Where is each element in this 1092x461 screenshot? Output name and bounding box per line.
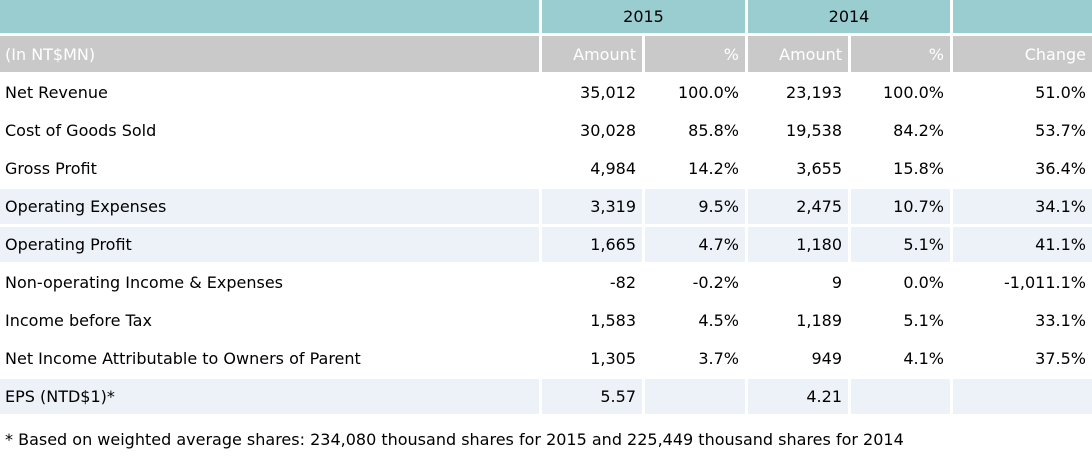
col-header-amount-2015: Amount xyxy=(542,36,645,75)
year-header-2015: 2015 xyxy=(542,0,748,36)
table-row-operating-profit: Operating Profit 1,665 4.7% 1,180 5.1% 4… xyxy=(0,227,1092,265)
cell-change: 34.1% xyxy=(953,189,1092,227)
row-label: Operating Profit xyxy=(0,227,542,265)
cell-pct-2015: 4.5% xyxy=(645,303,748,341)
row-label: EPS (NTD$1)* xyxy=(0,379,542,417)
cell-change: 37.5% xyxy=(953,341,1092,379)
table-row-operating-expenses: Operating Expenses 3,319 9.5% 2,475 10.7… xyxy=(0,189,1092,227)
row-label: Cost of Goods Sold xyxy=(0,113,542,151)
cell-pct-2014: 84.2% xyxy=(851,113,953,151)
row-label: Non-operating Income & Expenses xyxy=(0,265,542,303)
cell-amount-2014: 1,180 xyxy=(748,227,851,265)
cell-amount-2015: 5.57 xyxy=(542,379,645,417)
cell-pct-2015: 3.7% xyxy=(645,341,748,379)
row-label: Gross Profit xyxy=(0,151,542,189)
cell-change: 53.7% xyxy=(953,113,1092,151)
cell-pct-2014 xyxy=(851,379,953,417)
cell-change: -1,011.1% xyxy=(953,265,1092,303)
cell-pct-2015: 100.0% xyxy=(645,75,748,113)
cell-amount-2015: -82 xyxy=(542,265,645,303)
year-header-spacer-left xyxy=(0,0,542,36)
cell-pct-2014: 5.1% xyxy=(851,227,953,265)
cell-amount-2014: 19,538 xyxy=(748,113,851,151)
table-row-eps: EPS (NTD$1)* 5.57 4.21 xyxy=(0,379,1092,417)
table-row-net-revenue: Net Revenue 35,012 100.0% 23,193 100.0% … xyxy=(0,75,1092,113)
cell-amount-2014: 23,193 xyxy=(748,75,851,113)
cell-amount-2014: 9 xyxy=(748,265,851,303)
cell-change: 51.0% xyxy=(953,75,1092,113)
cell-amount-2015: 4,984 xyxy=(542,151,645,189)
cell-amount-2014: 949 xyxy=(748,341,851,379)
table-row-net-income-attributable: Net Income Attributable to Owners of Par… xyxy=(0,341,1092,379)
cell-change: 36.4% xyxy=(953,151,1092,189)
cell-pct-2014: 5.1% xyxy=(851,303,953,341)
income-statement-table: 2015 2014 (In NT$MN) Amount % Amount % C… xyxy=(0,0,1092,417)
col-header-change: Change xyxy=(953,36,1092,75)
table-row-cost-of-goods-sold: Cost of Goods Sold 30,028 85.8% 19,538 8… xyxy=(0,113,1092,151)
cell-amount-2015: 35,012 xyxy=(542,75,645,113)
col-header-pct-2015: % xyxy=(645,36,748,75)
row-label: Net Revenue xyxy=(0,75,542,113)
row-label: Net Income Attributable to Owners of Par… xyxy=(0,341,542,379)
units-label: (In NT$MN) xyxy=(0,36,542,75)
col-header-pct-2014: % xyxy=(851,36,953,75)
cell-pct-2015: -0.2% xyxy=(645,265,748,303)
col-header-amount-2014: Amount xyxy=(748,36,851,75)
column-header-row: (In NT$MN) Amount % Amount % Change xyxy=(0,36,1092,75)
cell-amount-2015: 1,305 xyxy=(542,341,645,379)
table-row-non-operating-income-expenses: Non-operating Income & Expenses -82 -0.2… xyxy=(0,265,1092,303)
cell-pct-2014: 0.0% xyxy=(851,265,953,303)
cell-amount-2015: 30,028 xyxy=(542,113,645,151)
cell-amount-2015: 1,665 xyxy=(542,227,645,265)
cell-change: 33.1% xyxy=(953,303,1092,341)
table-row-income-before-tax: Income before Tax 1,583 4.5% 1,189 5.1% … xyxy=(0,303,1092,341)
cell-amount-2014: 4.21 xyxy=(748,379,851,417)
row-label: Operating Expenses xyxy=(0,189,542,227)
cell-pct-2015: 4.7% xyxy=(645,227,748,265)
cell-change xyxy=(953,379,1092,417)
cell-pct-2014: 100.0% xyxy=(851,75,953,113)
cell-amount-2014: 2,475 xyxy=(748,189,851,227)
weighted-average-shares-footnote: * Based on weighted average shares: 234,… xyxy=(0,417,1092,461)
cell-amount-2014: 3,655 xyxy=(748,151,851,189)
cell-change: 41.1% xyxy=(953,227,1092,265)
year-header-2014: 2014 xyxy=(748,0,953,36)
cell-pct-2015: 14.2% xyxy=(645,151,748,189)
cell-pct-2015 xyxy=(645,379,748,417)
cell-amount-2015: 3,319 xyxy=(542,189,645,227)
row-label: Income before Tax xyxy=(0,303,542,341)
cell-amount-2015: 1,583 xyxy=(542,303,645,341)
cell-pct-2014: 10.7% xyxy=(851,189,953,227)
cell-pct-2015: 85.8% xyxy=(645,113,748,151)
cell-pct-2014: 4.1% xyxy=(851,341,953,379)
year-header-spacer-change xyxy=(953,0,1092,36)
table-row-gross-profit: Gross Profit 4,984 14.2% 3,655 15.8% 36.… xyxy=(0,151,1092,189)
cell-pct-2015: 9.5% xyxy=(645,189,748,227)
year-header-row: 2015 2014 xyxy=(0,0,1092,36)
cell-pct-2014: 15.8% xyxy=(851,151,953,189)
cell-amount-2014: 1,189 xyxy=(748,303,851,341)
